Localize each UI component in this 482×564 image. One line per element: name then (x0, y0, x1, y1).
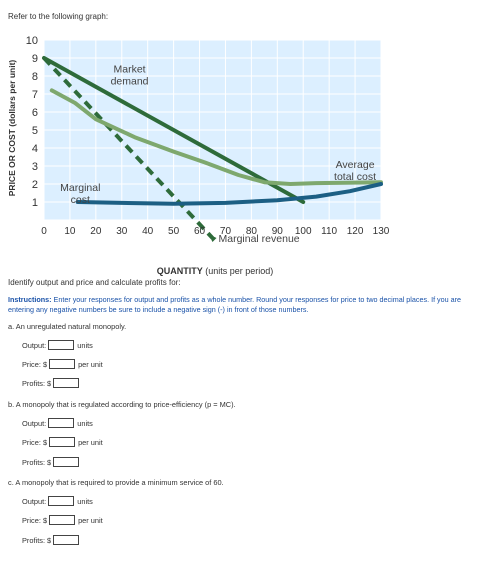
y-tick-label: 7 (32, 89, 38, 101)
output-label: Output: (22, 496, 47, 506)
price-label: Price: $ (22, 515, 48, 525)
y-tick-label: 3 (32, 161, 38, 173)
market-demand-label: demand (111, 75, 149, 87)
price-unit: per unit (78, 515, 103, 525)
price-unit: per unit (78, 437, 103, 447)
intro-text: Refer to the following graph: (8, 12, 109, 21)
output-label: Output: (22, 340, 47, 350)
x-tick-label: 0 (41, 226, 47, 237)
x-tick-label: 10 (64, 226, 76, 237)
y-tick-label: 8 (32, 71, 38, 83)
output-label: Output: (22, 418, 47, 428)
y-axis-label: PRICE OR COST (dollars per unit) (7, 60, 17, 197)
profits-label: Profits: $ (22, 378, 52, 388)
instructions-text: Enter your responses for output and prof… (8, 295, 462, 314)
part-a-price-input[interactable] (49, 359, 76, 369)
part-b-profits-input[interactable] (53, 457, 80, 467)
average-total-cost-label: Average (336, 159, 375, 171)
x-tick-label: 130 (373, 226, 390, 237)
part-c-output-row: Output: units (22, 496, 93, 506)
part-c-title: c. A monopoly that is required to provid… (8, 478, 224, 487)
y-tick-label: 1 (32, 197, 38, 209)
part-a-profits-row: Profits: $ (22, 378, 80, 388)
part-a-price-row: Price: $ per unit (22, 359, 103, 369)
price-label: Price: $ (22, 359, 48, 369)
part-a-output-input[interactable] (48, 340, 75, 350)
part-b-price-input[interactable] (49, 437, 76, 447)
series-layer (42, 56, 383, 240)
output-unit: units (77, 418, 93, 428)
marginal-revenue-curve (42, 56, 214, 240)
marginal-revenue-arrowhead (208, 234, 217, 242)
part-b-output-row: Output: units (22, 418, 93, 428)
price-label: Price: $ (22, 437, 48, 447)
average-total-cost-label: total cost (334, 171, 376, 183)
x-tick-label: 50 (168, 226, 180, 237)
grid-lines (43, 39, 382, 221)
profits-label: Profits: $ (22, 535, 52, 545)
x-tick-label: 20 (90, 226, 102, 237)
x-tick-label: 60 (194, 226, 206, 237)
marginal-cost-label: Marginal (60, 182, 100, 194)
instructions: Instructions: Enter your responses for o… (8, 295, 476, 315)
output-unit: units (77, 340, 93, 350)
y-tick-label: 9 (32, 53, 38, 65)
part-b-profits-row: Profits: $ (22, 457, 80, 467)
part-b-title: b. A monopoly that is regulated accordin… (8, 400, 236, 409)
part-b-output-input[interactable] (48, 418, 75, 428)
question-prompt: Identify output and price and calculate … (8, 278, 181, 287)
market-demand-curve (42, 56, 306, 204)
x-tick-label: 90 (272, 226, 284, 237)
x-tick-label: 40 (142, 226, 154, 237)
y-tick-label: 4 (32, 143, 38, 155)
price-unit: per unit (78, 359, 103, 369)
output-unit: units (77, 496, 93, 506)
y-tick-label: 10 (26, 35, 38, 47)
part-a-title: a. An unregulated natural monopoly. (8, 322, 127, 331)
marginal-cost-label: cost (71, 194, 90, 206)
x-tick-label: 110 (321, 226, 337, 237)
part-c-price-row: Price: $ per unit (22, 515, 103, 525)
y-tick-label: 5 (32, 125, 38, 137)
part-b-price-row: Price: $ per unit (22, 437, 103, 447)
y-tick-labels: 1 2 3 4 5 6 7 8 9 10 (26, 35, 38, 209)
x-axis-label: QUANTITY (units per period) (157, 266, 274, 276)
marginal-revenue-label: Marginal revenue (219, 233, 300, 245)
part-a-output-row: Output: units (22, 340, 93, 350)
part-a-profits-input[interactable] (53, 378, 80, 388)
x-tick-label: 70 (220, 226, 232, 237)
x-tick-label: 30 (116, 226, 128, 237)
profits-label: Profits: $ (22, 457, 52, 467)
x-tick-label: 100 (295, 226, 312, 237)
instructions-bold: Instructions: (8, 295, 52, 304)
part-c-output-input[interactable] (48, 496, 75, 506)
market-demand-label: Market (113, 63, 145, 75)
x-tick-labels: 0 10 20 30 40 50 60 70 80 90 100 110 120 130 (41, 226, 390, 237)
marginal-cost-curve (75, 182, 383, 206)
part-c-price-input[interactable] (49, 515, 76, 525)
x-tick-label: 80 (246, 226, 258, 237)
x-tick-label: 120 (347, 226, 364, 237)
y-tick-label: 2 (32, 179, 38, 191)
average-total-cost-curve (49, 88, 383, 186)
part-c-profits-row: Profits: $ (22, 535, 80, 545)
y-tick-label: 6 (32, 107, 38, 119)
cost-revenue-chart: 0 10 20 30 40 50 60 70 80 90 100 110 120 130 1 2 3 4 5 6 7 8… (7, 35, 390, 276)
part-c-profits-input[interactable] (53, 535, 80, 545)
